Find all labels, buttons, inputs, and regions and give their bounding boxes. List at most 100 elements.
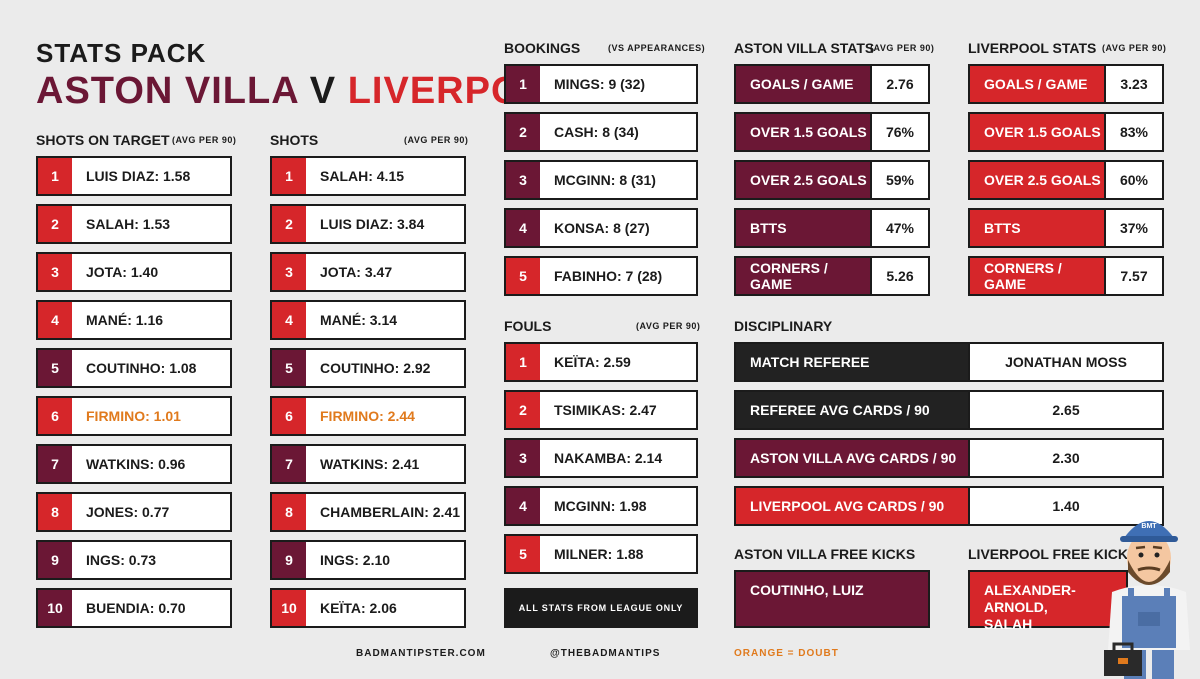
- fouls-player: MILNER: 1.88: [554, 546, 644, 562]
- shots-on-target-rank: 1: [38, 158, 72, 194]
- bookings-rank: 5: [506, 258, 540, 294]
- lfc-stat-value: 7.57: [1104, 258, 1162, 294]
- mascot-beard-icon: [1128, 560, 1170, 585]
- lfc-free-kick-taker-line-1: ALEXANDER-ARNOLD,: [984, 582, 1076, 615]
- villa-stat-row: CORNERS / GAME 5.26: [734, 256, 930, 296]
- fouls-rank: 5: [506, 536, 540, 572]
- lfc-stat-label: GOALS / GAME: [970, 66, 1104, 102]
- disciplinary-row: REFEREE AVG CARDS / 90 2.65: [734, 390, 1164, 430]
- villa-stat-row: OVER 2.5 GOALS 59%: [734, 160, 930, 200]
- lfc-stat-value: 37%: [1104, 210, 1162, 246]
- shots-on-target-rank: 2: [38, 206, 72, 242]
- fouls-rank: 3: [506, 440, 540, 476]
- disciplinary-label: ASTON VILLA AVG CARDS / 90: [736, 440, 968, 476]
- shots-on-target-rank: 9: [38, 542, 72, 578]
- shots-on-target-player: SALAH: 1.53: [86, 216, 171, 232]
- disciplinary-value: 1.40: [968, 488, 1162, 524]
- disciplinary-row: LIVERPOOL AVG CARDS / 90 1.40: [734, 486, 1164, 526]
- lfc-stat-row: BTTS 37%: [968, 208, 1164, 248]
- villa-stat-value: 59%: [870, 162, 928, 198]
- villa-stat-row: BTTS 47%: [734, 208, 930, 248]
- disciplinary-value: 2.30: [968, 440, 1162, 476]
- fouls-player: MCGINN: 1.98: [554, 498, 647, 514]
- toolbox-icon: [1104, 642, 1142, 676]
- lfc-stat-row: OVER 2.5 GOALS 60%: [968, 160, 1164, 200]
- shots-on-target-player: WATKINS: 0.96: [86, 456, 186, 472]
- shots-on-target-rank: 3: [38, 254, 72, 290]
- bookings-rank: 4: [506, 210, 540, 246]
- shots-row: 9 INGS: 2.10: [270, 540, 466, 580]
- shots-on-target-row: 5 COUTINHO: 1.08: [36, 348, 232, 388]
- fouls-player: TSIMIKAS: 2.47: [554, 402, 657, 418]
- shots-on-target-row: 2 SALAH: 1.53: [36, 204, 232, 244]
- shots-row: 4 MANÉ: 3.14: [270, 300, 466, 340]
- shots-on-target-player: FIRMINO: 1.01: [86, 408, 181, 424]
- bookings-player: MCGINN: 8 (31): [554, 172, 656, 188]
- disciplinary-row: MATCH REFEREE JONATHAN MOSS: [734, 342, 1164, 382]
- mascot-face-icon: [1127, 532, 1171, 584]
- shots-rank: 5: [272, 350, 306, 386]
- villa-stat-value: 5.26: [870, 258, 928, 294]
- villa-free-kick-takers-text: COUTINHO, LUIZ: [750, 582, 864, 598]
- shots-on-target-row: 4 MANÉ: 1.16: [36, 300, 232, 340]
- disciplinary-label: REFEREE AVG CARDS / 90: [736, 392, 968, 428]
- villa-stat-label: CORNERS / GAME: [736, 258, 870, 294]
- shots-on-target-player: INGS: 0.73: [86, 552, 157, 568]
- shots-on-target-player: MANÉ: 1.16: [86, 312, 164, 328]
- page-subtitle: STATS PACK: [36, 38, 207, 68]
- villa-stat-row: OVER 1.5 GOALS 76%: [734, 112, 930, 152]
- bookings-rank: 3: [506, 162, 540, 198]
- bookings-player: MINGS: 9 (32): [554, 76, 646, 92]
- shots-subheading: (AVG PER 90): [404, 135, 469, 145]
- villa-stats-heading: ASTON VILLA STATS: [734, 40, 875, 56]
- disciplinary-value: 2.65: [968, 392, 1162, 428]
- lfc-free-kick-taker-line-2: SALAH: [984, 616, 1033, 632]
- shots-on-target-list: 1 LUIS DIAZ: 1.58 2 SALAH: 1.53 3 JOTA: 1.40 4…: [36, 156, 232, 636]
- versus-label: V: [309, 70, 337, 112]
- lfc-stats-table: GOALS / GAME 3.23 OVER 1.5 GOALS 83% OVER 2.…: [968, 64, 1164, 304]
- fouls-subheading: (AVG PER 90): [636, 321, 701, 331]
- villa-stat-label: OVER 1.5 GOALS: [736, 114, 870, 150]
- bookings-row: 2 CASH: 8 (34): [504, 112, 698, 152]
- disciplinary-row: ASTON VILLA AVG CARDS / 90 2.30: [734, 438, 1164, 478]
- shots-list: 1 SALAH: 4.15 2 LUIS DIAZ: 3.84 3 JOTA: 3.47 4…: [270, 156, 466, 636]
- lfc-stat-value: 83%: [1104, 114, 1162, 150]
- fouls-row: 4 MCGINN: 1.98: [504, 486, 698, 526]
- lfc-stat-value: 3.23: [1104, 66, 1162, 102]
- shots-on-target-rank: 10: [38, 590, 72, 626]
- fouls-row: 5 MILNER: 1.88: [504, 534, 698, 574]
- fouls-row: 2 TSIMIKAS: 2.47: [504, 390, 698, 430]
- bookings-row: 5 FABINHO: 7 (28): [504, 256, 698, 296]
- bookings-row: 4 KONSA: 8 (27): [504, 208, 698, 248]
- lfc-stats-heading: LIVERPOOL STATS: [968, 40, 1097, 56]
- shots-rank: 9: [272, 542, 306, 578]
- shots-player: KEÏTA: 2.06: [320, 600, 397, 616]
- disciplinary-value: JONATHAN MOSS: [968, 344, 1162, 380]
- shots-rank: 7: [272, 446, 306, 482]
- lfc-stat-label: OVER 2.5 GOALS: [970, 162, 1104, 198]
- shots-on-target-rank: 4: [38, 302, 72, 338]
- villa-stat-value: 47%: [870, 210, 928, 246]
- villa-stat-value: 2.76: [870, 66, 928, 102]
- lfc-stat-row: OVER 1.5 GOALS 83%: [968, 112, 1164, 152]
- shots-on-target-rank: 7: [38, 446, 72, 482]
- shots-on-target-row: 10 BUENDIA: 0.70: [36, 588, 232, 628]
- lfc-stat-value: 60%: [1104, 162, 1162, 198]
- fouls-rank: 2: [506, 392, 540, 428]
- fouls-player: KEÏTA: 2.59: [554, 354, 631, 370]
- shots-rank: 10: [272, 590, 306, 626]
- shots-row: 8 CHAMBERLAIN: 2.41: [270, 492, 466, 532]
- shots-on-target-row: 8 JONES: 0.77: [36, 492, 232, 532]
- bookings-player: KONSA: 8 (27): [554, 220, 650, 236]
- villa-stat-label: OVER 2.5 GOALS: [736, 162, 870, 198]
- footer-doubt-legend: ORANGE = DOUBT: [734, 648, 839, 659]
- villa-free-kick-takers: COUTINHO, LUIZ: [734, 570, 930, 628]
- shots-rank: 3: [272, 254, 306, 290]
- shots-player: CHAMBERLAIN: 2.41: [320, 504, 461, 520]
- mascot-hard-hat-icon: [1124, 521, 1174, 538]
- villa-stat-value: 76%: [870, 114, 928, 150]
- bookings-list: 1 MINGS: 9 (32) 2 CASH: 8 (34) 3 MCGINN: 8 (3…: [504, 64, 698, 304]
- shots-player: COUTINHO: 2.92: [320, 360, 431, 376]
- villa-stat-label: GOALS / GAME: [736, 66, 870, 102]
- shots-on-target-subheading: (AVG PER 90): [172, 135, 237, 145]
